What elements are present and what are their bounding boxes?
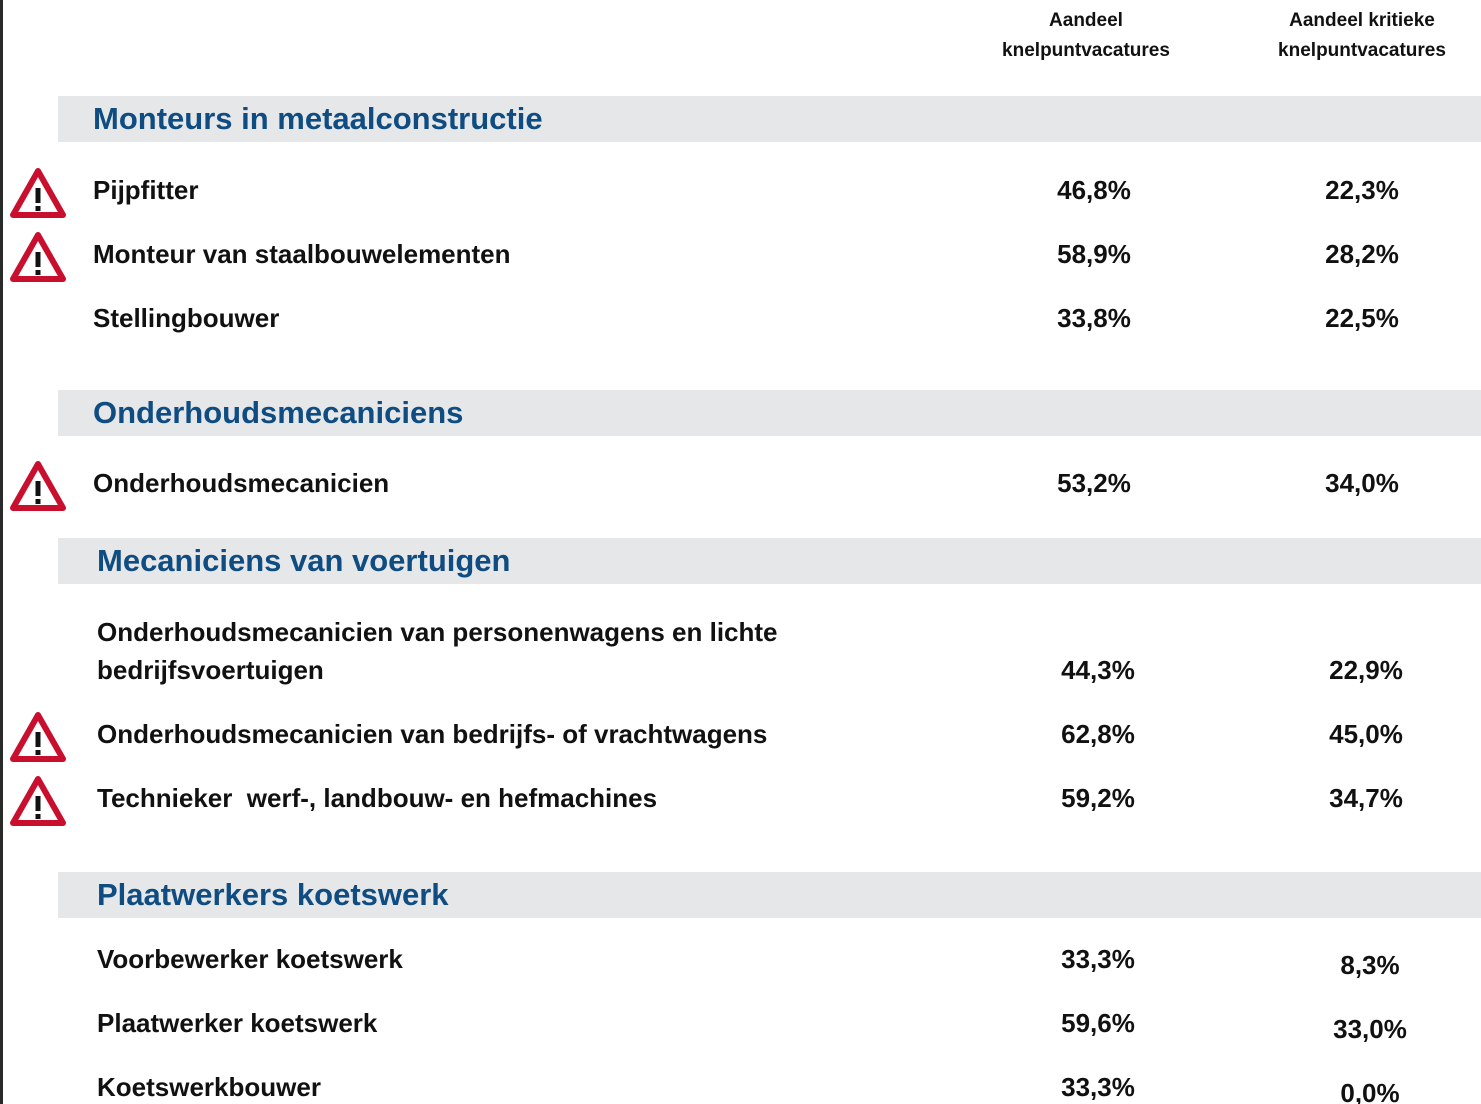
share-value: 33,3%	[1061, 1072, 1135, 1102]
critical-share-value: 22,5%	[1325, 303, 1399, 333]
group-title: Monteurs in metaalconstructie	[93, 101, 543, 136]
share-value: 33,3%	[1061, 944, 1135, 974]
group-band	[58, 96, 1481, 142]
critical-share-value: 22,9%	[1329, 655, 1403, 685]
row-label: Voorbewerker koetswerk	[97, 944, 403, 974]
warning-triangle	[10, 776, 66, 826]
critical-share-value: 0,0%	[1340, 1078, 1400, 1104]
critical-share-value: 28,2%	[1325, 239, 1399, 269]
group-title: Mecaniciens van voertuigen	[97, 543, 511, 578]
column-header: Aandeel kritieke knelpuntvacatures	[1278, 10, 1446, 61]
warning-icon	[10, 461, 66, 511]
warning-icon	[10, 712, 66, 762]
critical-share-value: 34,0%	[1325, 468, 1399, 498]
column-header: Aandeel knelpuntvacatures	[1002, 10, 1170, 61]
share-value: 44,3%	[1061, 655, 1135, 685]
group-title: Plaatwerkers koetswerk	[97, 877, 449, 912]
warning-icon	[10, 232, 66, 282]
share-value: 59,6%	[1061, 1008, 1135, 1038]
row-label: Koetswerkbouwer	[97, 1072, 321, 1102]
warning-triangle	[10, 232, 66, 282]
group-title: Onderhoudsmecaniciens	[93, 395, 464, 430]
left-edge	[0, 0, 3, 1104]
warning-triangle	[10, 168, 66, 218]
row-label: Monteur van staalbouwelementen	[93, 239, 511, 269]
row-label: Plaatwerker koetswerk	[97, 1008, 378, 1038]
warning-icon	[10, 168, 66, 218]
group-band	[58, 390, 1481, 436]
warning-triangle	[10, 461, 66, 511]
warning-triangle	[10, 712, 66, 762]
critical-share-value: 33,0%	[1333, 1014, 1407, 1044]
row-label: Technieker werf-, landbouw- en hefmachin…	[97, 783, 658, 813]
share-value: 59,2%	[1061, 783, 1135, 813]
row-label: Onderhoudsmecanicien van personenwagens …	[97, 617, 785, 685]
share-value: 62,8%	[1061, 719, 1135, 749]
row-label: Stellingbouwer	[93, 303, 280, 333]
group-band	[58, 872, 1481, 918]
row-label: Onderhoudsmecanicien	[93, 468, 390, 498]
share-value: 58,9%	[1057, 239, 1131, 269]
critical-share-value: 45,0%	[1329, 719, 1403, 749]
row-label: Onderhoudsmecanicien van bedrijfs- of vr…	[97, 719, 768, 749]
critical-share-value: 22,3%	[1325, 175, 1399, 205]
group-band	[58, 538, 1481, 584]
critical-share-value: 8,3%	[1340, 950, 1400, 980]
share-value: 46,8%	[1057, 175, 1131, 205]
critical-share-value: 34,7%	[1329, 783, 1403, 813]
share-value: 53,2%	[1057, 468, 1131, 498]
warning-icon	[10, 776, 66, 826]
share-value: 33,8%	[1057, 303, 1131, 333]
row-label: Pijpfitter	[93, 175, 199, 205]
